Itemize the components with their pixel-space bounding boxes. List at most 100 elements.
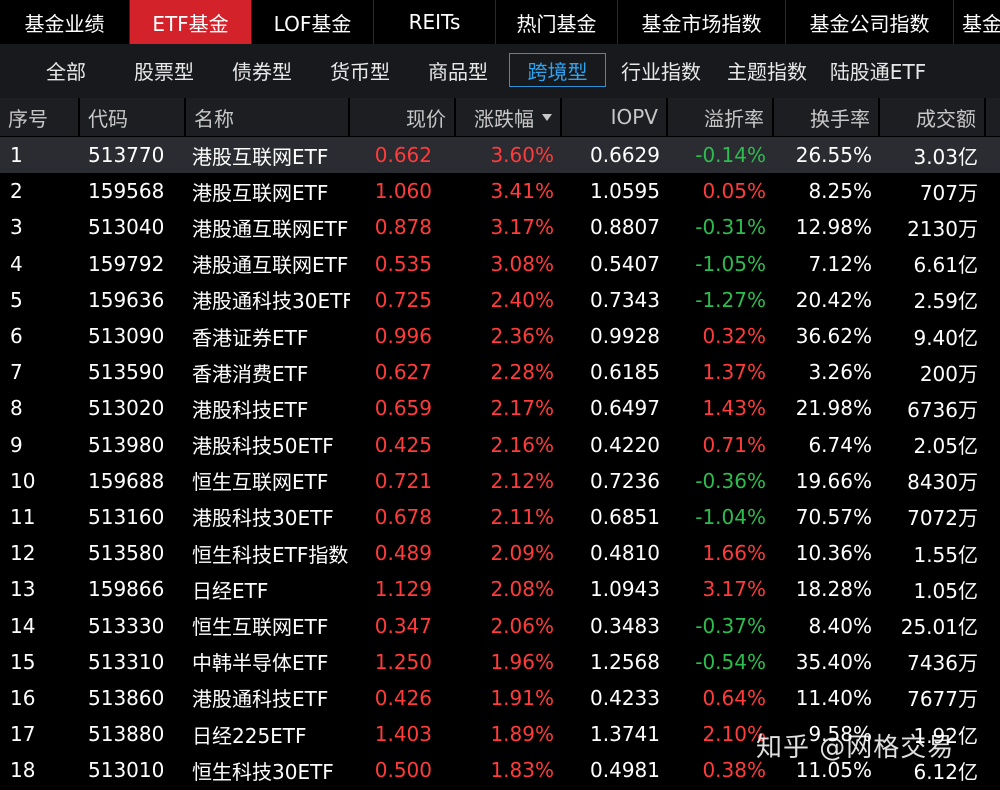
cell-volume: 1.55亿 (913, 542, 978, 567)
column-header-seq-label: 序号 (8, 106, 48, 131)
cell-seq: 18 (10, 758, 36, 783)
cell-price: 0.425 (374, 432, 432, 457)
column-header-premium[interactable]: 溢折率 (668, 98, 774, 136)
cell-price: 0.489 (374, 541, 432, 566)
cell-turnover: 10.36% (795, 541, 872, 566)
table-row[interactable]: 6 513090 香港证券ETF 0.996 2.36% 0.9928 0.32% 36.62… (0, 318, 1000, 354)
cell-name: 香港消费ETF (192, 361, 309, 386)
tab-fund-performance[interactable]: 基金业绩 (0, 0, 130, 44)
cell-iopv: 0.4220 (590, 432, 660, 457)
column-header-change[interactable]: 涨跌幅 (456, 98, 562, 136)
column-header-iopv[interactable]: IOPV (562, 98, 668, 136)
cell-seq: 1 (10, 143, 23, 168)
cell-iopv: 1.0943 (590, 577, 660, 602)
tab-reits[interactable]: REITs (374, 0, 496, 44)
cell-premium: 1.43% (702, 396, 766, 421)
cell-turnover: 9.58% (808, 722, 872, 747)
table-row[interactable]: 10 159688 恒生互联网ETF 0.721 2.12% 0.7236 -0.36% 19… (0, 463, 1000, 499)
table-row[interactable]: 3 513040 港股通互联网ETF 0.878 3.17% 0.8807 -0.31% 12… (0, 209, 1000, 245)
column-header-volume-label: 成交额 (916, 106, 976, 131)
cell-code: 159866 (88, 577, 165, 602)
table-row[interactable]: 18 513010 恒生科技30ETF 0.500 1.83% 0.4981 0.38% 11… (0, 752, 1000, 788)
column-header-seq[interactable]: 序号 (0, 98, 80, 136)
table-row[interactable]: 7 513590 香港消费ETF 0.627 2.28% 0.6185 1.37% 3.26%… (0, 354, 1000, 390)
cell-change: 2.12% (490, 468, 554, 493)
cell-volume: 6736万 (907, 397, 978, 422)
table-row[interactable]: 12 513580 恒生科技ETF指数 0.489 2.09% 0.4810 1.66% 10… (0, 535, 1000, 571)
cell-change: 1.83% (490, 758, 554, 783)
subtab-money[interactable]: 货币型 (330, 59, 390, 84)
subtab-all[interactable]: 全部 (46, 59, 86, 84)
cell-volume: 3.03亿 (913, 144, 978, 169)
table-row[interactable]: 13 159866 日经ETF 1.129 2.08% 1.0943 3.17% 18.28%… (0, 571, 1000, 607)
cell-price: 0.996 (374, 324, 432, 349)
cell-turnover: 6.74% (808, 432, 872, 457)
column-header-name[interactable]: 名称 (186, 98, 350, 136)
cell-price: 0.878 (374, 215, 432, 240)
subtab-cross-border[interactable]: 跨境型 (509, 53, 606, 87)
column-header-price[interactable]: 现价 (350, 98, 456, 136)
cell-change: 2.06% (490, 613, 554, 638)
column-header-change-label: 涨跌幅 (474, 106, 534, 131)
cell-price: 0.659 (374, 396, 432, 421)
table-row[interactable]: 4 159792 港股通互联网ETF 0.535 3.08% 0.5407 -1.05% 7.… (0, 246, 1000, 282)
cell-volume: 6.61亿 (913, 253, 978, 278)
cell-price: 1.060 (374, 179, 432, 204)
cell-name: 港股科技30ETF (192, 506, 334, 531)
table-row[interactable]: 17 513880 日经225ETF 1.403 1.89% 1.3741 2.10% 9.5… (0, 716, 1000, 752)
table-row[interactable]: 5 159636 港股通科技30ETF 0.725 2.40% 0.7343 -1.27% 2… (0, 282, 1000, 318)
cell-turnover: 26.55% (795, 143, 872, 168)
cell-name: 港股科技50ETF (192, 434, 334, 459)
cell-iopv: 0.5407 (590, 251, 660, 276)
cell-change: 2.40% (490, 287, 554, 312)
cell-turnover: 12.98% (795, 215, 872, 240)
subtab-commodity[interactable]: 商品型 (428, 59, 488, 84)
column-header-turnover-label: 换手率 (810, 106, 870, 131)
cell-price: 1.129 (374, 577, 432, 602)
cell-code: 513040 (88, 215, 165, 240)
cell-code: 159792 (88, 251, 165, 276)
cell-code: 513580 (88, 541, 165, 566)
column-header-volume[interactable]: 成交额 (880, 98, 986, 136)
cell-premium: 0.05% (702, 179, 766, 204)
cell-iopv: 0.8807 (590, 215, 660, 240)
subtab-bond[interactable]: 债券型 (232, 59, 292, 84)
table-row[interactable]: 8 513020 港股科技ETF 0.659 2.17% 0.6497 1.43% 21.98… (0, 390, 1000, 426)
tab-hot-funds[interactable]: 热门基金 (496, 0, 618, 44)
tab-fund-company-index[interactable]: 基金公司指数 (786, 0, 954, 44)
table-row[interactable]: 11 513160 港股科技30ETF 0.678 2.11% 0.6851 -1.04% 7… (0, 499, 1000, 535)
cell-iopv: 0.9928 (590, 324, 660, 349)
cell-volume: 2130万 (907, 216, 978, 241)
cell-change: 1.91% (490, 685, 554, 710)
table-row[interactable]: 16 513860 港股通科技ETF 0.426 1.91% 0.4233 0.64% 11.… (0, 680, 1000, 716)
cell-turnover: 8.40% (808, 613, 872, 638)
category-tab-bar: 全部 股票型 债券型 货币型 商品型 跨境型 行业指数 主题指数 陆股通ETF (0, 44, 1000, 98)
table-row[interactable]: 14 513330 恒生互联网ETF 0.347 2.06% 0.3483 -0.37% 8.… (0, 607, 1000, 643)
subtab-northbound-etf[interactable]: 陆股通ETF (829, 59, 927, 84)
subtab-industry-index[interactable]: 行业指数 (621, 59, 701, 84)
column-header-code-label: 代码 (88, 106, 128, 131)
column-header-code[interactable]: 代码 (80, 98, 186, 136)
tab-fund-more[interactable]: 基金 (954, 0, 1000, 44)
table-row[interactable]: 2 159568 港股互联网ETF 1.060 3.41% 1.0595 0.05% 8.25… (0, 173, 1000, 209)
cell-volume: 1.05亿 (913, 578, 978, 603)
cell-iopv: 0.4981 (590, 758, 660, 783)
cell-turnover: 3.26% (808, 360, 872, 385)
tab-etf-fund[interactable]: ETF基金 (130, 0, 252, 44)
tab-fund-market-index[interactable]: 基金市场指数 (618, 0, 786, 44)
table-row[interactable]: 1 513770 港股互联网ETF 0.662 3.60% 0.6629 -0.14% 26.… (0, 137, 1000, 174)
cell-premium: -0.31% (695, 215, 766, 240)
subtab-theme-index[interactable]: 主题指数 (727, 59, 807, 84)
cell-name: 港股互联网ETF (192, 180, 329, 205)
cell-seq: 7 (10, 360, 23, 385)
table-row[interactable]: 15 513310 中韩半导体ETF 1.250 1.96% 1.2568 -0.54% 35… (0, 644, 1000, 680)
cell-iopv: 0.7343 (590, 287, 660, 312)
table-row[interactable]: 9 513980 港股科技50ETF 0.425 2.16% 0.4220 0.71% 6.7… (0, 427, 1000, 463)
cell-premium: -0.37% (695, 613, 766, 638)
column-header-turnover[interactable]: 换手率 (774, 98, 880, 136)
tab-lof-fund[interactable]: LOF基金 (252, 0, 374, 44)
cell-seq: 16 (10, 685, 36, 710)
cell-seq: 5 (10, 287, 23, 312)
subtab-stock[interactable]: 股票型 (134, 59, 194, 84)
cell-volume: 7677万 (907, 687, 978, 712)
